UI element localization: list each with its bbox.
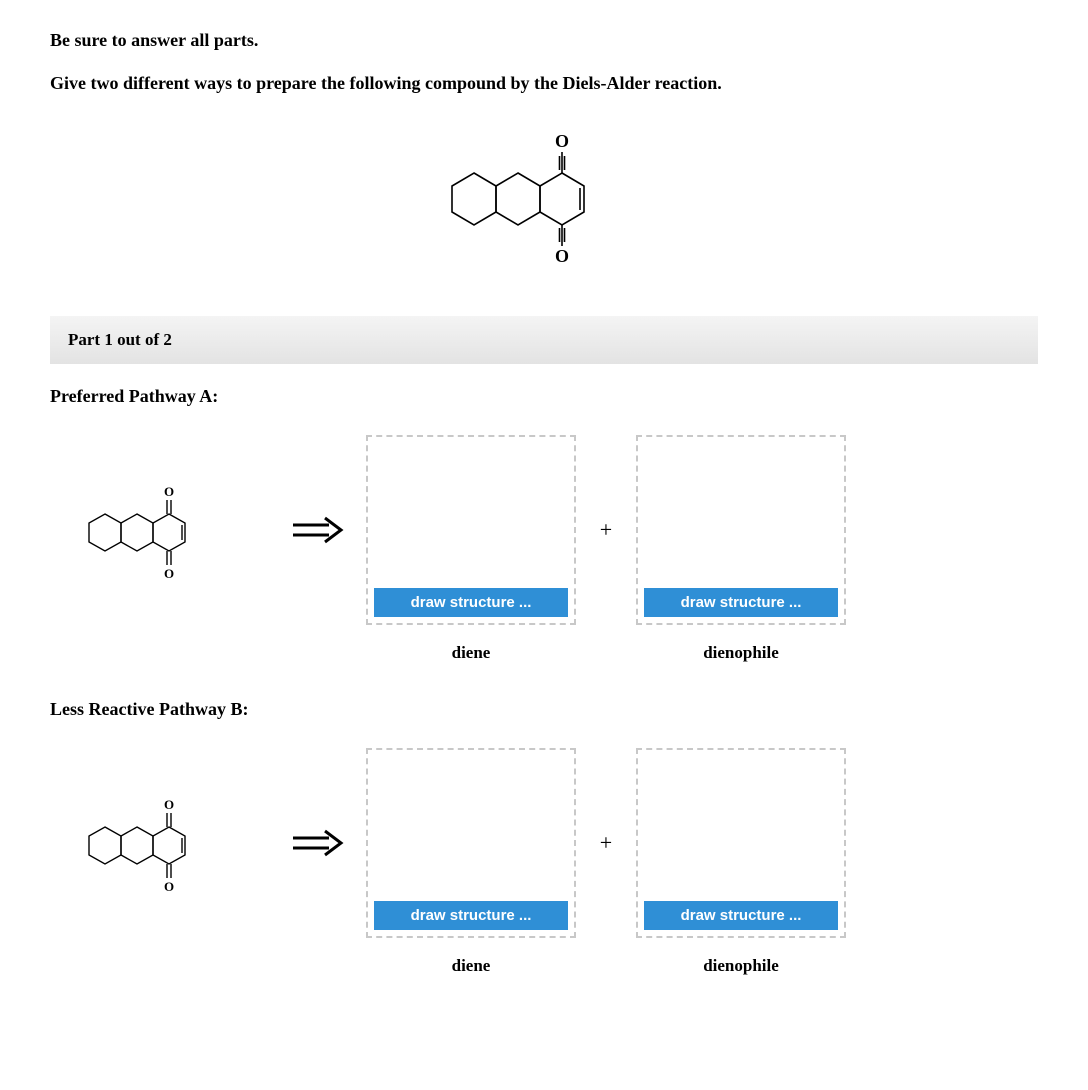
retro-arrow-b	[288, 828, 348, 858]
draw-structure-button[interactable]: draw structure ...	[644, 901, 838, 930]
pathway-b-row: O O draw structure ... + draw structure …	[50, 748, 1038, 938]
pathway-a-product: O O	[50, 470, 270, 590]
dienophile-label: dienophile	[636, 956, 846, 976]
retrosynthetic-arrow-icon	[291, 828, 346, 858]
draw-structure-button[interactable]: draw structure ...	[644, 588, 838, 617]
pathway-b-product: O O	[50, 783, 270, 903]
product-molecule-b-svg: O O	[75, 783, 245, 903]
pathway-a-dienophile-box[interactable]: draw structure ...	[636, 435, 846, 625]
plus-symbol: +	[594, 517, 618, 543]
draw-structure-button[interactable]: draw structure ...	[374, 588, 568, 617]
svg-text:O: O	[164, 879, 174, 894]
target-structure: O O	[50, 114, 1038, 284]
draw-structure-button[interactable]: draw structure ...	[374, 901, 568, 930]
svg-text:O: O	[164, 797, 174, 812]
retro-arrow-a	[288, 515, 348, 545]
oxygen-label-top: O	[555, 131, 569, 151]
target-molecule-svg: O O	[434, 114, 654, 284]
pathway-b-title: Less Reactive Pathway B:	[50, 699, 1038, 720]
instruction-text: Be sure to answer all parts.	[50, 30, 1038, 51]
pathway-b-dienophile-box[interactable]: draw structure ...	[636, 748, 846, 938]
pathway-b-labels: diene dienophile	[50, 956, 1038, 976]
pathway-a-diene-box[interactable]: draw structure ...	[366, 435, 576, 625]
pathway-a-row: O O draw structure ... + draw structure …	[50, 435, 1038, 625]
part-header: Part 1 out of 2	[50, 316, 1038, 364]
plus-symbol: +	[594, 830, 618, 856]
pathway-a-labels: diene dienophile	[50, 643, 1038, 663]
product-molecule-a-svg: O O	[75, 470, 245, 590]
retrosynthetic-arrow-icon	[291, 515, 346, 545]
svg-text:O: O	[164, 484, 174, 499]
dienophile-label: dienophile	[636, 643, 846, 663]
pathway-b-diene-box[interactable]: draw structure ...	[366, 748, 576, 938]
question-text: Give two different ways to prepare the f…	[50, 73, 1038, 94]
diene-label: diene	[366, 643, 576, 663]
pathway-a-title: Preferred Pathway A:	[50, 386, 1038, 407]
svg-text:O: O	[164, 566, 174, 581]
oxygen-label-bottom: O	[555, 246, 569, 266]
diene-label: diene	[366, 956, 576, 976]
